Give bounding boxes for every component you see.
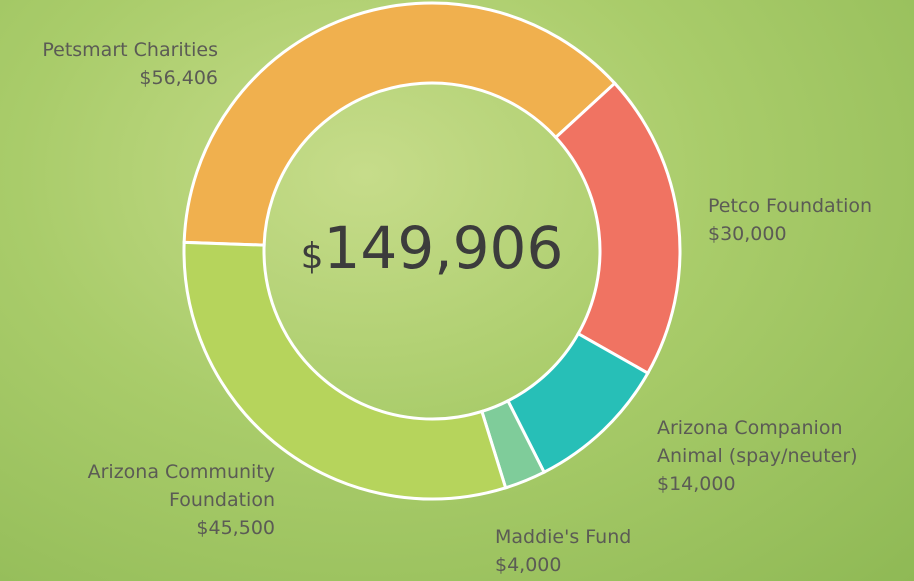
- donut-segment: [182, 1, 617, 247]
- value-label: $14,000: [657, 473, 736, 495]
- value-label: $4,000: [495, 554, 561, 576]
- category-label: Petco Foundation: [708, 195, 872, 217]
- value-label: $45,500: [196, 517, 275, 539]
- total-label: $149,906: [301, 214, 564, 282]
- donut-segment: [182, 240, 508, 501]
- category-label: Maddie's Fund: [495, 526, 631, 548]
- category-label: Arizona Community Foundation: [88, 461, 275, 511]
- value-label: $30,000: [708, 223, 787, 245]
- value-label: $56,406: [139, 67, 218, 89]
- currency: $: [301, 236, 324, 277]
- category-label: Petsmart Charities: [42, 39, 218, 61]
- amount: 149,906: [324, 214, 564, 282]
- donut-segment: [553, 81, 682, 376]
- category-label: Arizona Companion Animal (spay/neuter): [657, 417, 858, 467]
